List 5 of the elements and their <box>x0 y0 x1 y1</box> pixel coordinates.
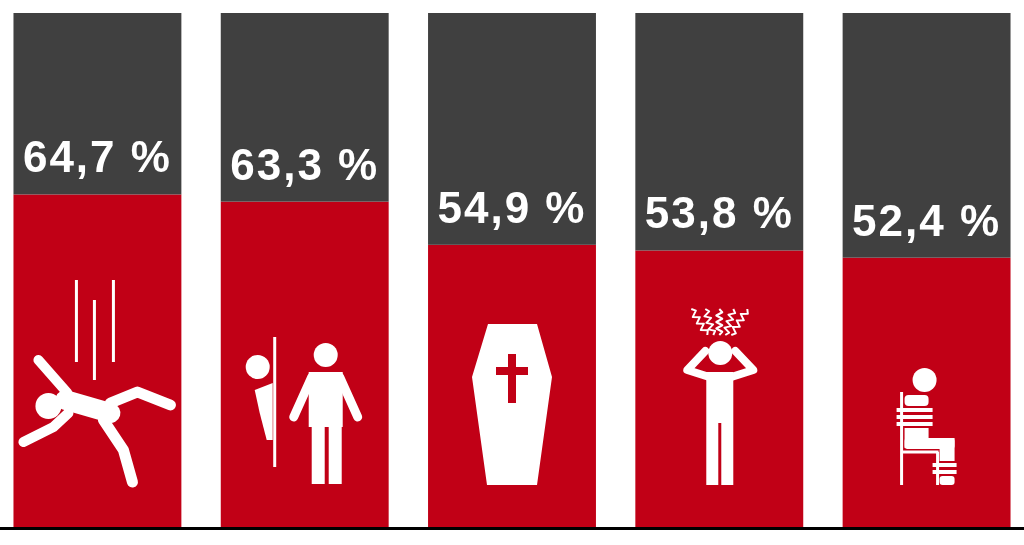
data-label: 63,3 % <box>230 139 380 189</box>
data-label: 53,8 % <box>644 188 794 238</box>
data-label: 64,7 % <box>22 132 172 182</box>
data-label: 52,4 % <box>852 195 1002 245</box>
data-label: 54,9 % <box>437 182 587 232</box>
